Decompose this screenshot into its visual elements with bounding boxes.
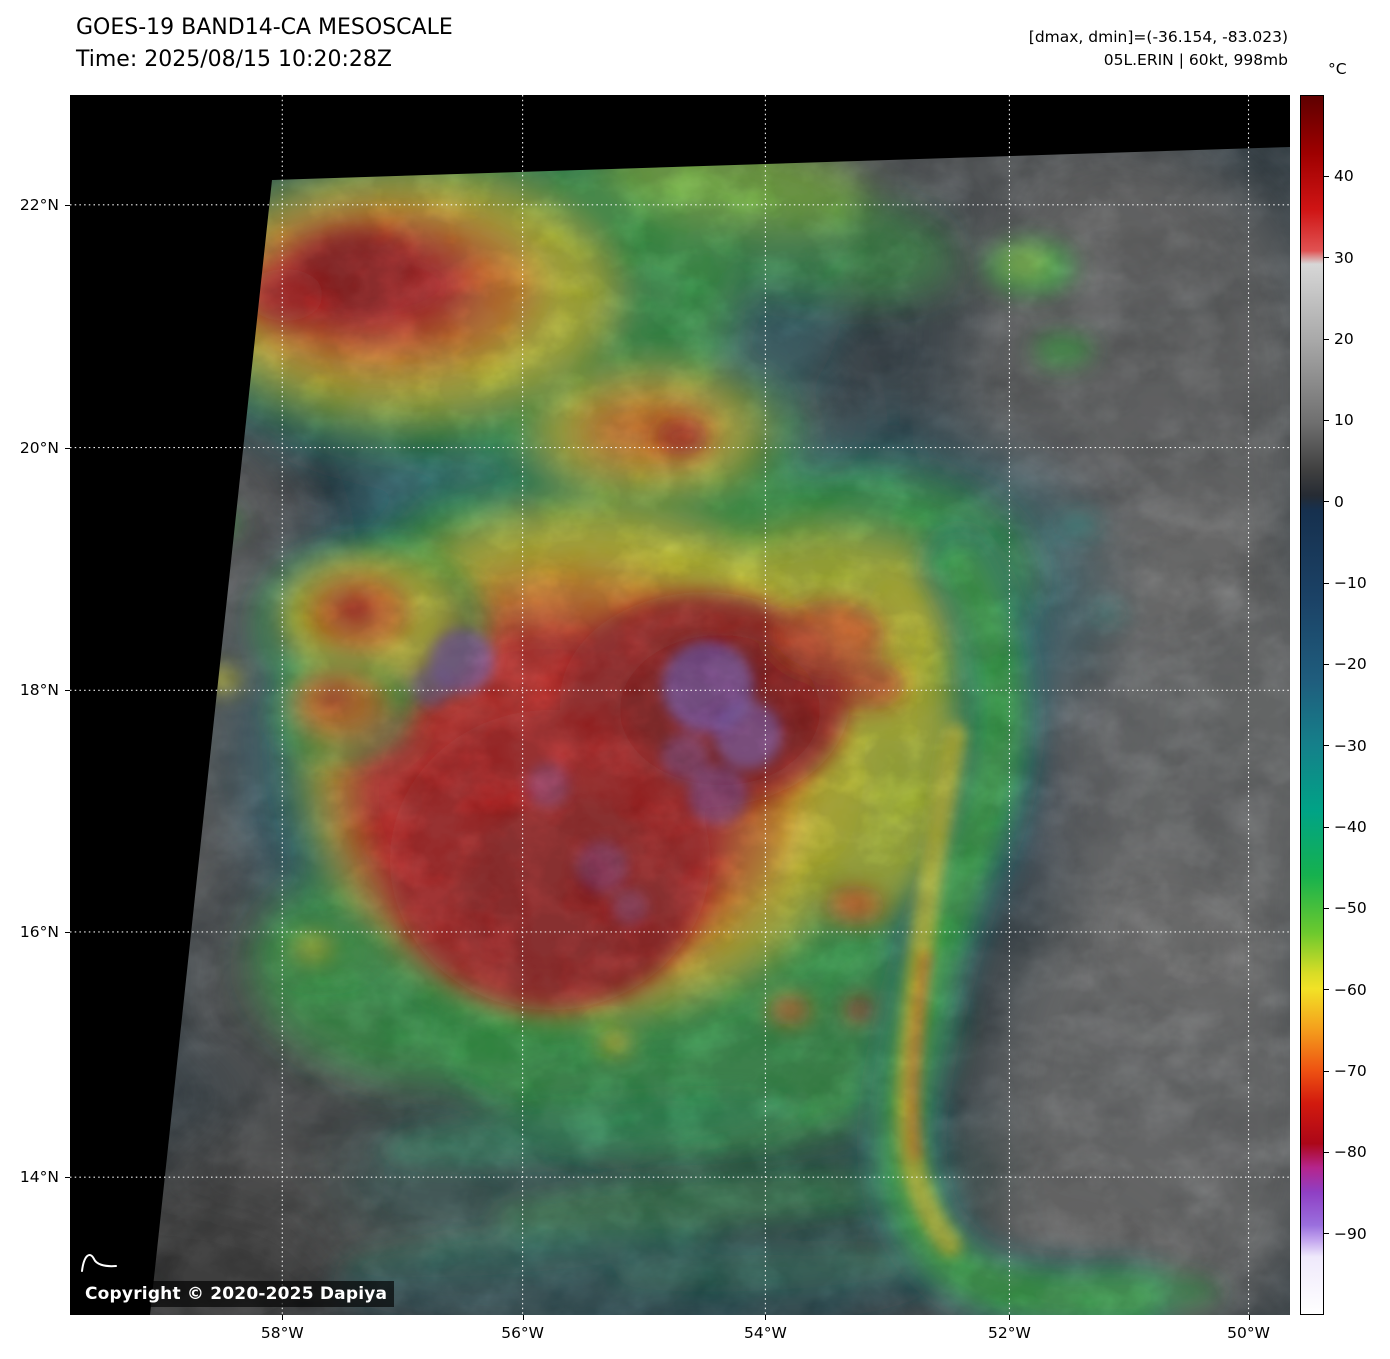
lon-tick-label: 56°W	[501, 1324, 545, 1342]
colorbar-tick: −60	[1324, 981, 1367, 999]
lon-tick-label: 58°W	[260, 1324, 304, 1342]
lon-labels: 58°W 56°W 54°W 52°W 50°W	[70, 1315, 1290, 1355]
colorbar-tick: 40	[1324, 167, 1354, 185]
lon-tick-mark	[765, 1315, 767, 1320]
colorbar-bar	[1301, 96, 1323, 1314]
lat-tick-label: 14°N	[19, 1168, 59, 1187]
colorbar-tick: −30	[1324, 737, 1367, 755]
logo-squiggle-icon	[81, 1254, 117, 1272]
colorbar-tick-mark	[1324, 419, 1329, 421]
colorbar-tick-label: −20	[1334, 655, 1367, 674]
colorbar-tick: −50	[1324, 899, 1367, 917]
lat-tick-mark	[65, 931, 70, 933]
colorbar-tick-label: 40	[1334, 167, 1354, 186]
colorbar-tick-label: 30	[1334, 248, 1354, 267]
colorbar-tick-label: −90	[1334, 1224, 1367, 1243]
colorbar	[1300, 95, 1324, 1315]
colorbar-tick-mark	[1324, 582, 1329, 584]
lon-tick-label: 50°W	[1227, 1324, 1270, 1342]
lat-tick-mark	[65, 447, 70, 449]
lon-tick-mark	[282, 1315, 284, 1320]
colorbar-tick: −20	[1324, 655, 1367, 673]
colorbar-tick-mark	[1324, 1233, 1329, 1235]
lon-tick-mark	[1248, 1315, 1250, 1320]
colorbar-tick-mark	[1324, 663, 1329, 665]
header-right: [dmax, dmin]=(-36.154, -83.023) 05L.ERIN…	[1029, 26, 1288, 72]
data-swath	[150, 147, 1290, 1315]
colorbar-tick-label: 20	[1334, 330, 1354, 348]
graticule	[70, 95, 1290, 1315]
colorbar-tick-label: −50	[1334, 899, 1367, 918]
satellite-map: Copyright © 2020-2025 Dapiya	[70, 95, 1290, 1315]
colorbar-tick: −70	[1324, 1062, 1367, 1080]
lat-tick-label: 22°N	[19, 195, 59, 214]
colorbar-tick-mark	[1324, 745, 1329, 747]
storm-info-label: 05L.ERIN | 60kt, 998mb	[1103, 51, 1288, 69]
colorbar-tick-mark	[1324, 257, 1329, 259]
colorbar-tick: −40	[1324, 818, 1367, 836]
lat-tick-label: 18°N	[19, 681, 59, 700]
colorbar-tick-mark	[1324, 501, 1329, 503]
colorbar-tick-mark	[1324, 1070, 1329, 1072]
colorbar-tick: −10	[1324, 574, 1367, 592]
colorbar-tick-label: −80	[1334, 1143, 1367, 1162]
satellite-image	[70, 95, 1290, 1315]
lat-tick-label: 20°N	[19, 438, 59, 457]
lat-tick-label: 16°N	[19, 922, 59, 941]
lon-tick-mark	[1009, 1315, 1011, 1320]
header: GOES-19 BAND14-CA MESOSCALE Time: 2025/0…	[76, 12, 453, 76]
lat-tick-mark	[65, 204, 70, 206]
colorbar-tick-mark	[1324, 907, 1329, 909]
colorbar-tick: 0	[1324, 493, 1344, 511]
colorbar-tick-mark	[1324, 338, 1329, 340]
lat-tick-mark	[65, 690, 70, 692]
copyright-label: Copyright © 2020-2025 Dapiya	[78, 1281, 395, 1307]
colorbar-tick-label: 0	[1334, 492, 1344, 511]
colorbar-tick: 10	[1324, 411, 1354, 429]
colorbar-tick: −90	[1324, 1225, 1367, 1243]
lon-tick-label: 52°W	[987, 1324, 1031, 1342]
colorbar-tick-mark	[1324, 826, 1329, 828]
lon-tick-label: 54°W	[743, 1324, 787, 1342]
colorbar-tick-mark	[1324, 175, 1329, 177]
colorbar-tick-label: 10	[1334, 411, 1354, 430]
colorbar-tick-mark	[1324, 989, 1329, 991]
colorbar-tick: 30	[1324, 249, 1354, 267]
lat-tick-mark	[65, 1177, 70, 1179]
lat-labels: 22°N 20°N 18°N 16°N 14°N	[0, 95, 70, 1315]
colorbar-tick-label: −30	[1334, 736, 1367, 755]
dmax-dmin-label: [dmax, dmin]=(-36.154, -83.023)	[1028, 28, 1288, 46]
colorbar-tick-label: −40	[1334, 818, 1367, 836]
colorbar-tick-label: −60	[1334, 980, 1367, 999]
colorbar-tick-label: −70	[1334, 1062, 1367, 1080]
figure-time: Time: 2025/08/15 10:20:28Z	[76, 47, 392, 72]
colorbar-tick: 20	[1324, 330, 1354, 348]
colorbar-ticks: 40 30 20 10 0 −10 −20 −30 −40 −50 −60 −70 −80 −90	[1324, 95, 1388, 1315]
colorbar-unit-label: °C	[1328, 60, 1347, 78]
lon-tick-mark	[522, 1315, 524, 1320]
colorbar-tick-mark	[1324, 1151, 1329, 1153]
colorbar-tick-label: −10	[1334, 574, 1367, 592]
colorbar-tick: −80	[1324, 1143, 1367, 1161]
figure-title: GOES-19 BAND14-CA MESOSCALE	[76, 15, 453, 40]
